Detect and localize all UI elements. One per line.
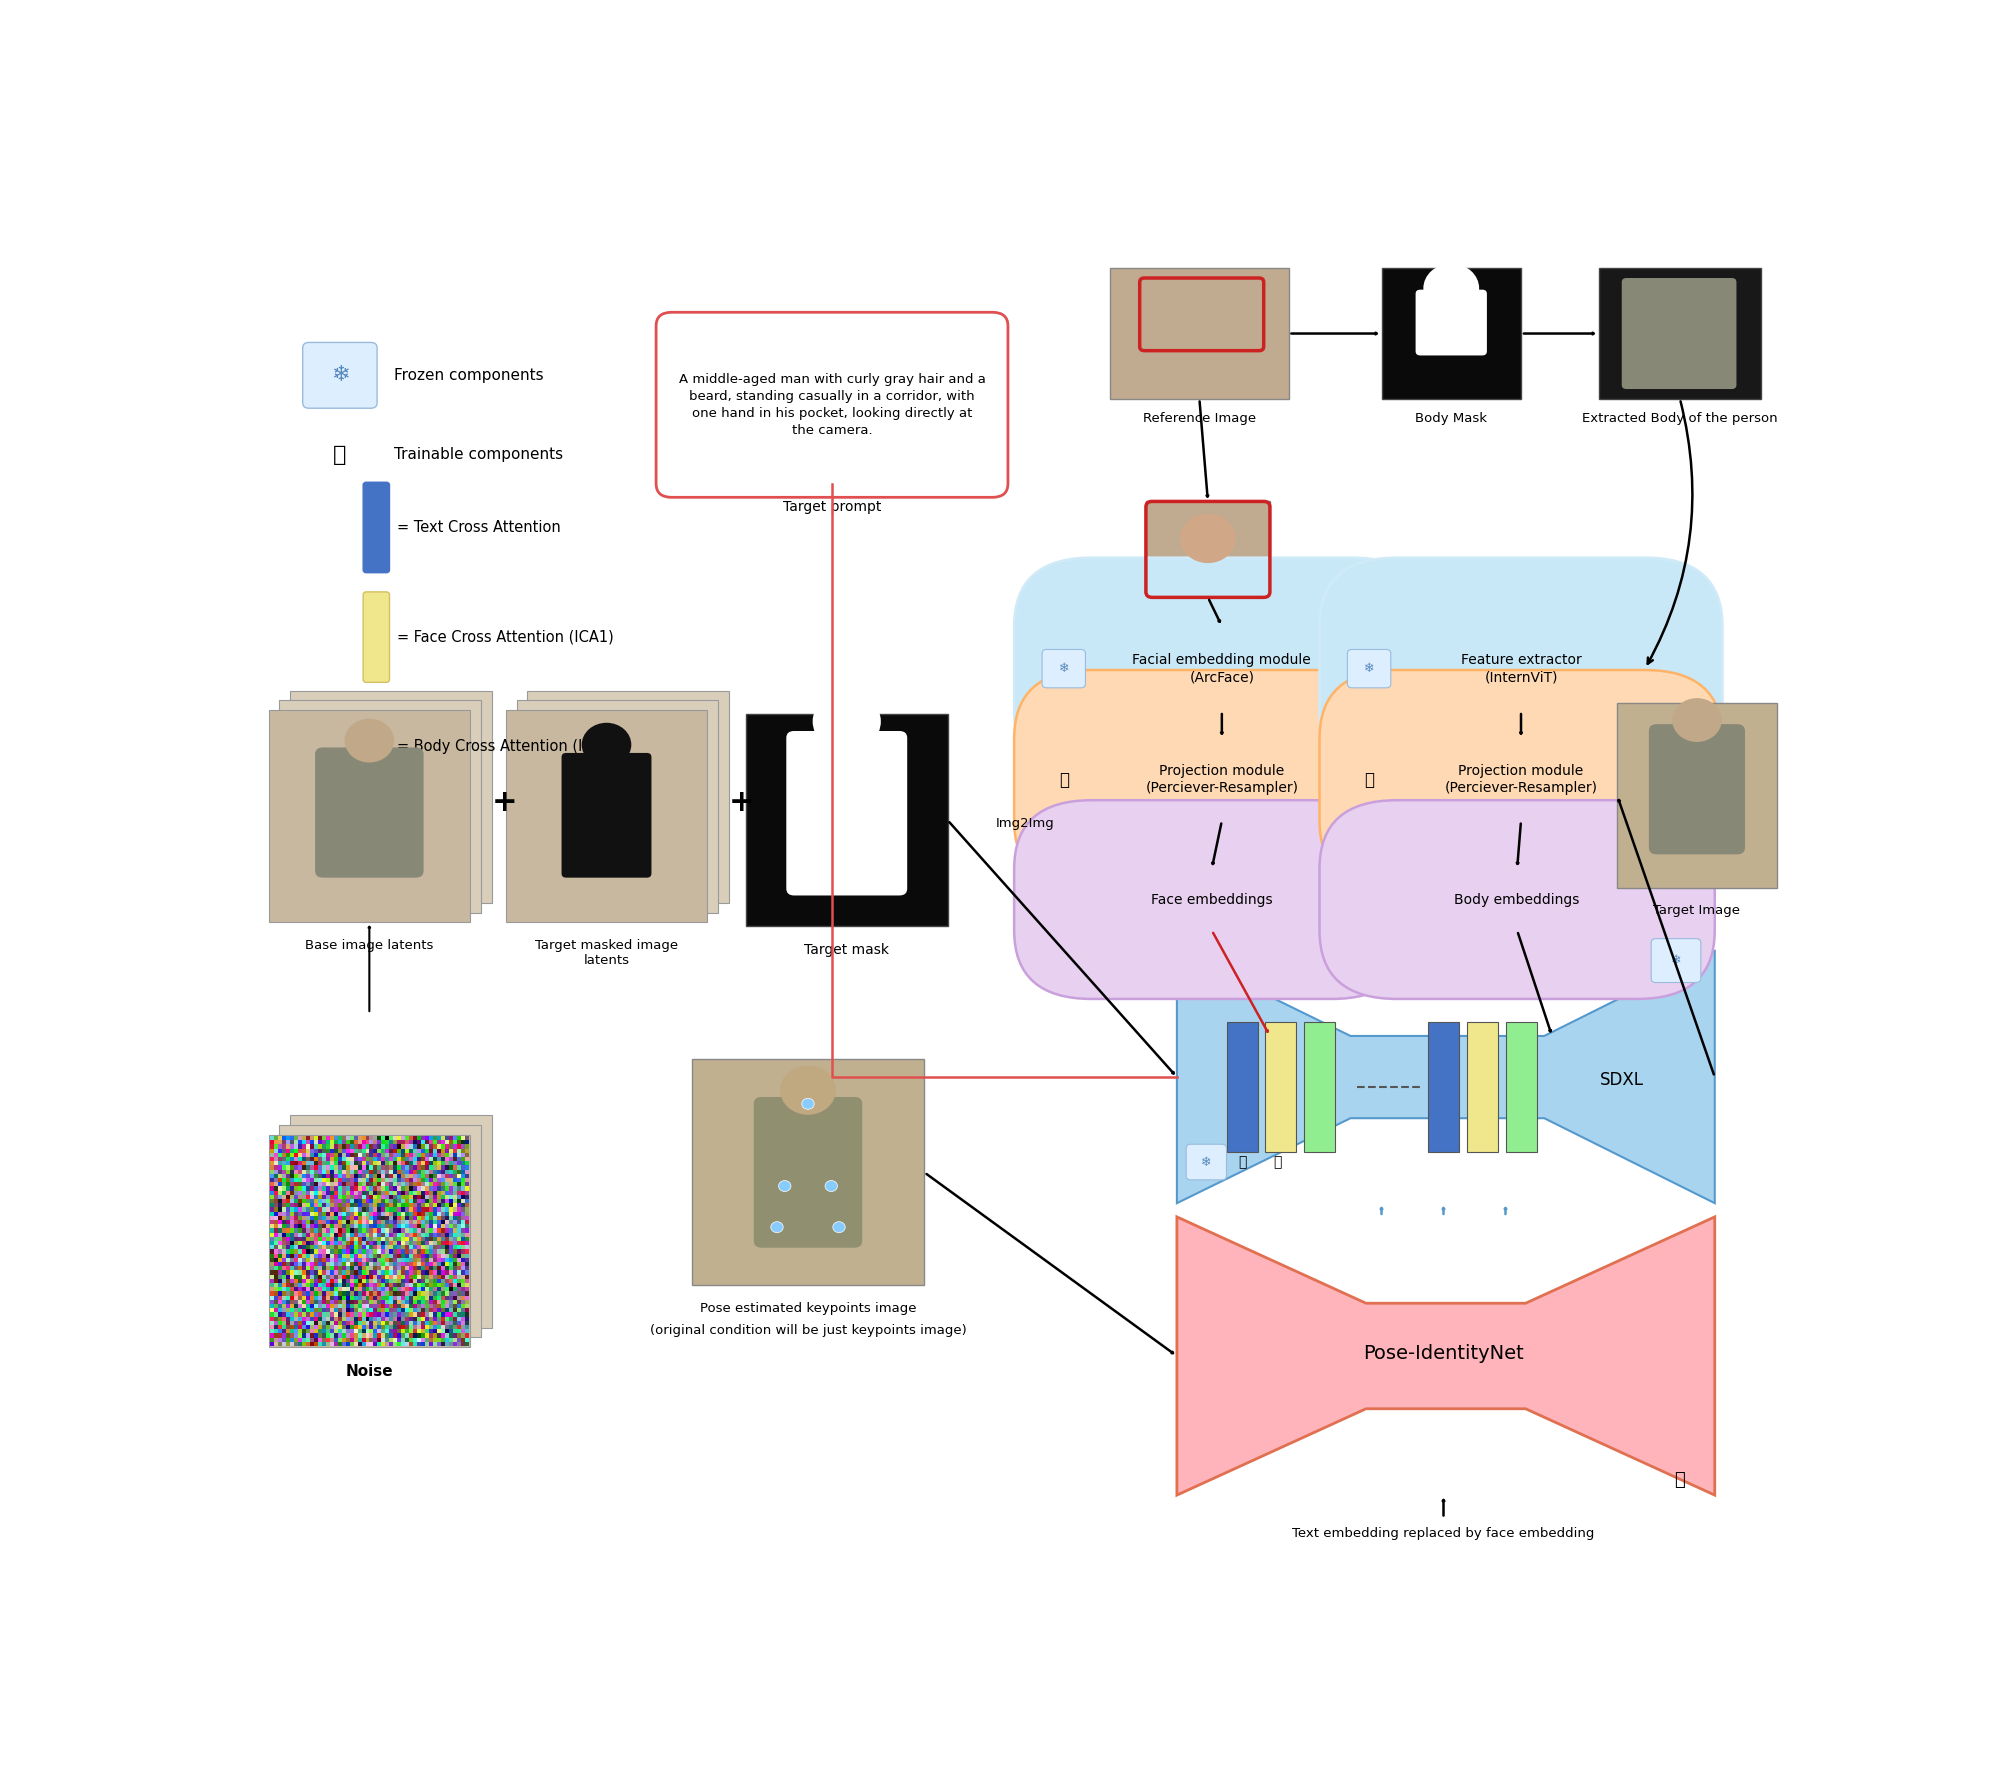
Text: Facial embedding module
(ArcFace): Facial embedding module (ArcFace)	[1132, 653, 1312, 684]
FancyBboxPatch shape	[1618, 703, 1776, 888]
Text: ❄: ❄	[1202, 1155, 1212, 1168]
Text: = Face Cross Attention (ICA1): = Face Cross Attention (ICA1)	[398, 630, 614, 644]
Text: = Body Cross Attention (ICA2): = Body Cross Attention (ICA2)	[398, 739, 618, 755]
Text: Feature extractor
(InternViT): Feature extractor (InternViT)	[1460, 653, 1582, 684]
Text: Target mask: Target mask	[804, 943, 890, 958]
FancyBboxPatch shape	[1416, 290, 1486, 356]
Text: Face embeddings: Face embeddings	[1150, 892, 1272, 906]
Circle shape	[826, 1180, 838, 1191]
FancyBboxPatch shape	[1186, 1145, 1226, 1180]
Text: 🔥: 🔥	[1364, 771, 1374, 789]
FancyBboxPatch shape	[1146, 502, 1270, 598]
FancyBboxPatch shape	[692, 1059, 924, 1285]
FancyBboxPatch shape	[364, 482, 390, 573]
Text: ❄: ❄	[1364, 662, 1374, 675]
FancyBboxPatch shape	[280, 700, 480, 913]
Text: Img2Img: Img2Img	[996, 817, 1054, 829]
Text: ❄: ❄	[1058, 662, 1068, 675]
Circle shape	[344, 719, 394, 762]
FancyBboxPatch shape	[656, 312, 1008, 497]
FancyBboxPatch shape	[1348, 650, 1390, 687]
FancyBboxPatch shape	[1382, 269, 1522, 399]
FancyBboxPatch shape	[290, 691, 492, 902]
Text: Extracted Body of the person: Extracted Body of the person	[1582, 413, 1778, 425]
Text: Target masked image
latents: Target masked image latents	[534, 938, 678, 967]
Text: Trainable components: Trainable components	[394, 447, 564, 463]
Text: Frozen components: Frozen components	[394, 368, 544, 383]
FancyBboxPatch shape	[280, 1125, 480, 1337]
Text: (original condition will be just keypoints image): (original condition will be just keypoin…	[650, 1324, 966, 1337]
Text: 🔥: 🔥	[1238, 1155, 1246, 1169]
FancyBboxPatch shape	[1506, 1022, 1536, 1152]
Text: Projection module
(Perciever-Resampler): Projection module (Perciever-Resampler)	[1146, 764, 1298, 796]
Text: SDXL: SDXL	[1600, 1072, 1644, 1089]
Text: Text embedding replaced by face embedding: Text embedding replaced by face embeddin…	[1292, 1527, 1594, 1540]
FancyBboxPatch shape	[754, 1096, 862, 1248]
FancyBboxPatch shape	[1014, 801, 1410, 999]
FancyBboxPatch shape	[1320, 669, 1722, 890]
FancyBboxPatch shape	[268, 1134, 470, 1347]
FancyBboxPatch shape	[562, 753, 652, 878]
FancyBboxPatch shape	[506, 710, 708, 922]
FancyBboxPatch shape	[786, 732, 908, 895]
FancyBboxPatch shape	[1466, 1022, 1498, 1152]
FancyBboxPatch shape	[1648, 724, 1744, 854]
Text: Reference Image: Reference Image	[1142, 413, 1256, 425]
Circle shape	[778, 1180, 790, 1191]
Circle shape	[1180, 514, 1236, 562]
Text: Pose estimated keypoints image: Pose estimated keypoints image	[700, 1301, 916, 1315]
Text: Base image latents: Base image latents	[306, 938, 434, 952]
Polygon shape	[1176, 951, 1714, 1203]
Circle shape	[1424, 263, 1480, 313]
FancyBboxPatch shape	[1110, 269, 1288, 399]
Text: +: +	[492, 789, 518, 817]
Circle shape	[780, 1066, 836, 1114]
FancyBboxPatch shape	[516, 700, 718, 913]
FancyBboxPatch shape	[1652, 938, 1700, 983]
FancyBboxPatch shape	[1598, 269, 1762, 399]
FancyBboxPatch shape	[364, 701, 390, 792]
Text: Noise: Noise	[346, 1363, 394, 1378]
Circle shape	[770, 1221, 784, 1232]
Circle shape	[582, 723, 632, 767]
Text: 🔥: 🔥	[1674, 1470, 1684, 1490]
Text: Target prompt: Target prompt	[782, 500, 882, 514]
Text: = Text Cross Attention: = Text Cross Attention	[398, 520, 560, 536]
FancyBboxPatch shape	[268, 710, 470, 922]
Text: 🔥: 🔥	[1274, 1155, 1282, 1169]
Circle shape	[832, 1221, 846, 1232]
Text: A middle-aged man with curly gray hair and a
beard, standing casually in a corri: A middle-aged man with curly gray hair a…	[678, 372, 986, 436]
FancyBboxPatch shape	[302, 342, 378, 408]
FancyBboxPatch shape	[1014, 557, 1430, 780]
FancyBboxPatch shape	[1226, 1022, 1258, 1152]
FancyBboxPatch shape	[1014, 669, 1430, 890]
FancyBboxPatch shape	[1304, 1022, 1336, 1152]
Circle shape	[812, 691, 880, 751]
FancyBboxPatch shape	[528, 691, 728, 902]
FancyBboxPatch shape	[1042, 650, 1086, 687]
Circle shape	[802, 1098, 814, 1109]
Text: Projection module
(Perciever-Resampler): Projection module (Perciever-Resampler)	[1444, 764, 1598, 796]
FancyBboxPatch shape	[1266, 1022, 1296, 1152]
Text: Body embeddings: Body embeddings	[1454, 892, 1580, 906]
Text: ❄: ❄	[1670, 954, 1682, 967]
FancyBboxPatch shape	[1622, 278, 1736, 390]
FancyBboxPatch shape	[1320, 801, 1714, 999]
FancyBboxPatch shape	[290, 1116, 492, 1328]
Text: Pose-IdentityNet: Pose-IdentityNet	[1364, 1344, 1524, 1363]
Polygon shape	[1176, 1218, 1714, 1495]
Circle shape	[1672, 698, 1722, 742]
Text: Body Mask: Body Mask	[1416, 413, 1488, 425]
FancyBboxPatch shape	[316, 748, 424, 878]
Text: Target Image: Target Image	[1654, 904, 1740, 917]
Text: ❄: ❄	[330, 365, 350, 384]
FancyBboxPatch shape	[1428, 1022, 1460, 1152]
Text: +: +	[728, 789, 754, 817]
Text: 🔥: 🔥	[334, 445, 346, 465]
FancyBboxPatch shape	[746, 714, 948, 926]
FancyBboxPatch shape	[1320, 557, 1722, 780]
Text: 🔥: 🔥	[1058, 771, 1068, 789]
FancyBboxPatch shape	[364, 593, 390, 682]
